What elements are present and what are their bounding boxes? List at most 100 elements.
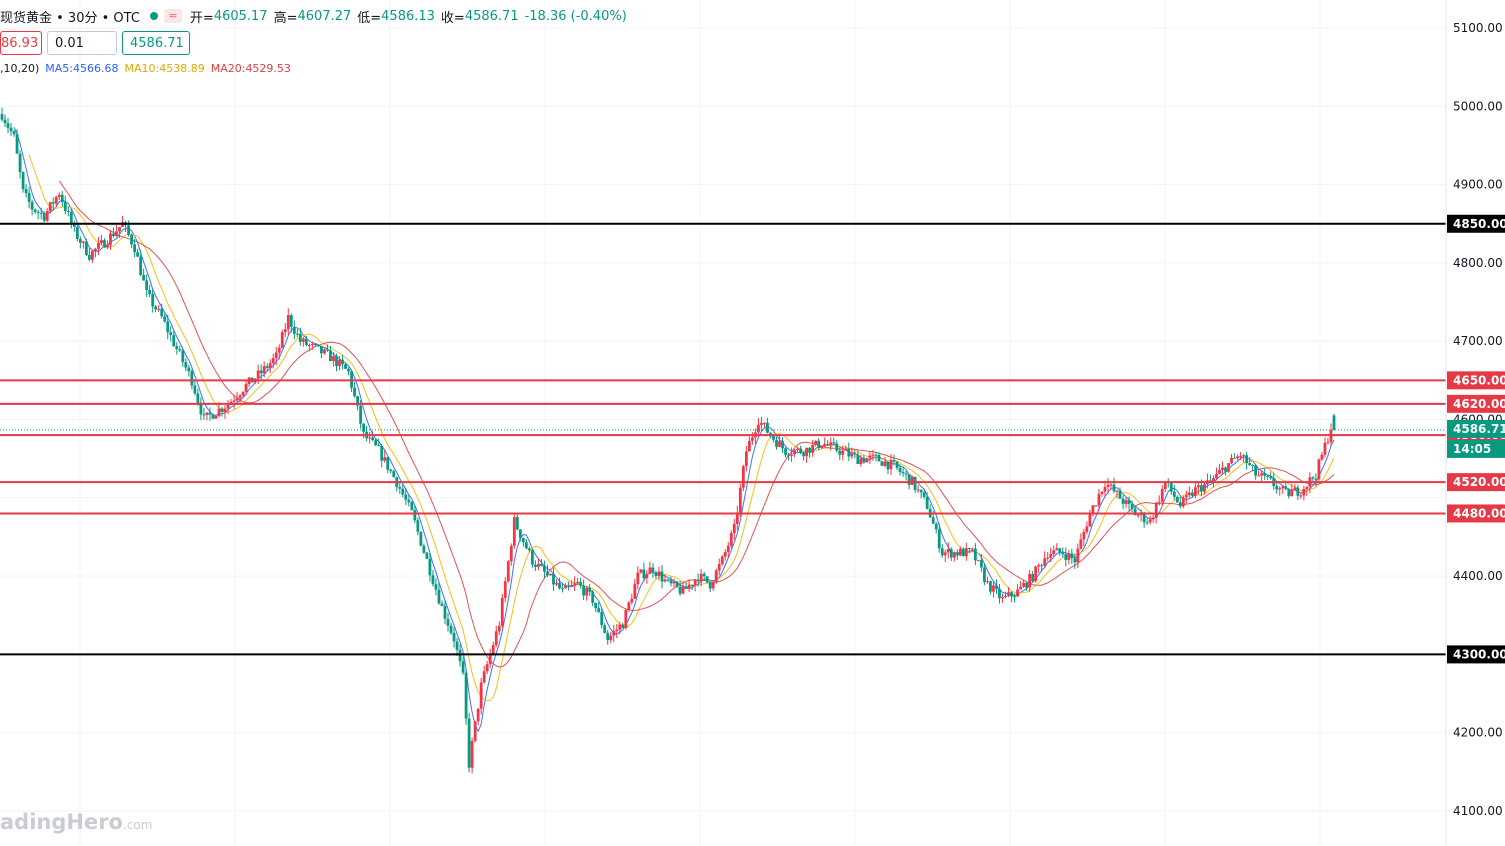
- candle-body: [766, 422, 769, 433]
- candle-body: [494, 631, 498, 646]
- candle-body: [895, 461, 899, 468]
- candle-body: [175, 346, 179, 350]
- candle-body: [576, 581, 579, 584]
- candle-body: [94, 248, 97, 252]
- candle-body: [973, 548, 977, 561]
- level-tag: 4300.00: [1453, 647, 1505, 661]
- candle-body: [1058, 548, 1062, 553]
- candle-body: [747, 440, 751, 452]
- countdown-tag-bg: [1447, 439, 1505, 458]
- watermark-logo: adingHero.com: [0, 810, 152, 834]
- candle-body: [823, 444, 827, 447]
- candle-body: [582, 585, 586, 596]
- candle-body: [666, 579, 670, 581]
- candle-body: [446, 618, 450, 626]
- candle-body: [805, 447, 809, 457]
- candle-body: [1049, 554, 1053, 558]
- candle-body: [265, 366, 269, 368]
- candle-body: [1115, 490, 1119, 492]
- candle-body: [910, 476, 914, 485]
- candle-body: [702, 573, 706, 577]
- quantity-input[interactable]: 0.01: [47, 31, 117, 55]
- candle-body: [518, 529, 522, 539]
- candle-body: [546, 571, 549, 576]
- candle-body: [181, 350, 185, 363]
- candle-body: [1022, 582, 1026, 587]
- candle-body: [500, 597, 504, 626]
- candle-body: [21, 172, 25, 190]
- candle-body: [1293, 487, 1297, 491]
- ma-legend[interactable]: ,10,20) MA5:4566.68 MA10:4538.89 MA20:4529.…: [0, 62, 297, 75]
- candle-body: [732, 523, 736, 534]
- level-tag-bg: [1447, 394, 1505, 413]
- candle-body: [992, 585, 995, 592]
- symbol-title[interactable]: 现货黄金 • 30分 • OTC: [0, 10, 140, 26]
- candle-body: [292, 326, 296, 334]
- candle-body: [1193, 487, 1197, 496]
- level-tag: 4850.00: [1453, 217, 1505, 231]
- axis-tick-label: 4200.00: [1453, 726, 1503, 740]
- candle-body: [898, 467, 902, 472]
- candle-body: [1067, 553, 1071, 560]
- candle-body: [256, 370, 260, 379]
- moving-average-lines: [13, 126, 1335, 733]
- candle-body: [1230, 457, 1233, 464]
- candle-body: [540, 563, 543, 566]
- candle-body: [1010, 592, 1013, 597]
- candle-body: [1212, 478, 1215, 482]
- candle-body: [868, 455, 872, 459]
- candle-body: [696, 579, 700, 582]
- candlestick-series: [0, 107, 1336, 774]
- candle-body: [642, 569, 646, 579]
- candle-body: [482, 671, 486, 683]
- candle-body: [669, 579, 673, 584]
- candle-body: [808, 447, 812, 453]
- candle-body: [353, 387, 356, 397]
- change-value: -18.36 (-0.40%): [524, 8, 627, 24]
- candle-body: [1278, 488, 1282, 490]
- candle-body: [847, 449, 851, 457]
- high-value: 4607.27: [297, 8, 352, 24]
- candle-body: [871, 454, 875, 456]
- candle-body: [705, 576, 709, 583]
- candle-body: [1200, 485, 1203, 492]
- candle-body: [515, 517, 519, 530]
- candle-body: [295, 333, 299, 335]
- candle-body: [425, 552, 429, 559]
- candle-body: [1130, 503, 1134, 509]
- candle-body: [970, 548, 974, 550]
- candle-body: [1034, 566, 1038, 582]
- candle-body: [1284, 486, 1288, 489]
- ma10-value: MA10:4538.89: [124, 62, 205, 75]
- candle-body: [304, 338, 308, 346]
- candle-body: [636, 572, 640, 585]
- candle-body: [9, 127, 13, 132]
- close-value: 4586.71: [464, 8, 519, 24]
- candle-body: [1317, 459, 1321, 480]
- sell-button[interactable]: 86.93: [0, 31, 42, 55]
- candle-body: [223, 408, 227, 412]
- candle-body: [190, 371, 194, 386]
- level-tag: 4480.00: [1453, 506, 1505, 520]
- candle-body: [594, 602, 598, 609]
- candle-body: [103, 240, 106, 248]
- candle-body: [1326, 441, 1330, 443]
- candle-body: [151, 293, 155, 307]
- candle-body: [63, 202, 67, 212]
- buy-button[interactable]: 4586.71: [122, 31, 190, 55]
- candle-body: [1320, 454, 1324, 460]
- candle-body: [118, 226, 121, 232]
- wave-icon[interactable]: ≈: [163, 9, 182, 23]
- candle-body: [1016, 589, 1019, 597]
- candle-body: [760, 422, 763, 425]
- candle-body: [925, 496, 929, 509]
- candle-body: [946, 549, 950, 553]
- candle-body: [714, 570, 718, 583]
- candle-body: [726, 545, 730, 553]
- candle-body: [829, 442, 833, 446]
- candle-body: [1142, 513, 1146, 523]
- candle-body: [485, 664, 489, 672]
- candle-body: [1245, 455, 1249, 464]
- candle-body: [648, 567, 652, 574]
